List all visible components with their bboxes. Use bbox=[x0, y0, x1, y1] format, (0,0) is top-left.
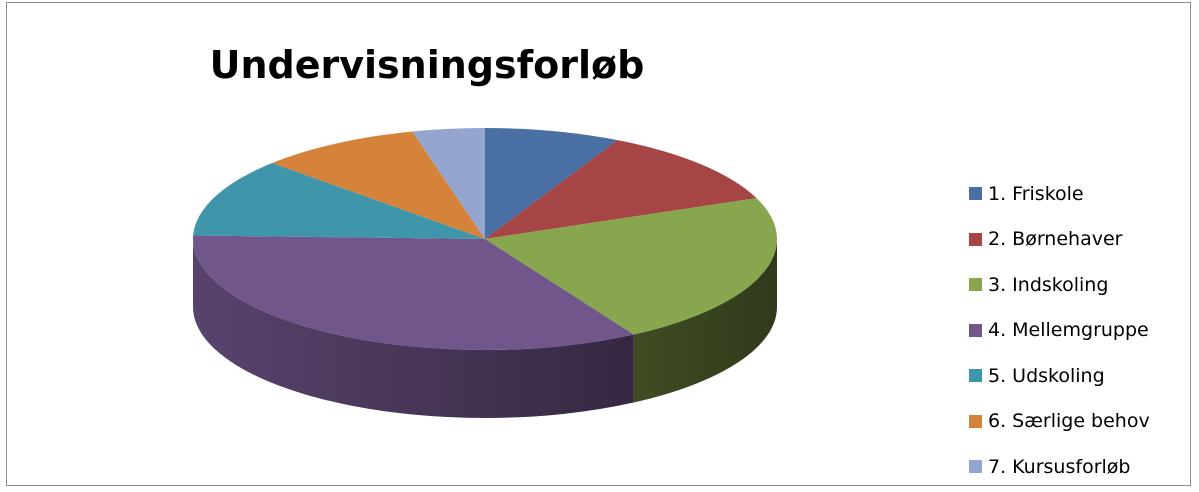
legend-swatch bbox=[969, 369, 982, 383]
legend-label: 7. Kursusforløb bbox=[988, 455, 1131, 478]
legend-item-mellemgruppe: 4. Mellemgruppe bbox=[969, 308, 1150, 354]
legend-swatch bbox=[969, 460, 982, 474]
chart-area: Undervisningsforløb 1. Friskole 2. Børneh… bbox=[6, 2, 1191, 486]
legend-label: 5. Udskoling bbox=[988, 364, 1105, 387]
pie-slice-særlige-behov bbox=[272, 131, 485, 239]
pie-slice-friskole bbox=[485, 128, 618, 239]
legend-swatch bbox=[969, 414, 982, 428]
legend-label: 6. Særlige behov bbox=[988, 410, 1150, 433]
pie-slice-kursusforløb bbox=[412, 128, 485, 239]
pie-slice-udskoling bbox=[193, 163, 485, 239]
legend-swatch bbox=[969, 187, 982, 201]
legend-swatch bbox=[969, 323, 982, 337]
legend-swatch bbox=[969, 278, 982, 292]
legend: 1. Friskole 2. Børnehaver 3. Indskoling 4. … bbox=[969, 171, 1150, 490]
chart-title: Undervisningsforløb bbox=[209, 43, 645, 87]
pie-slice-mellemgruppe bbox=[193, 235, 634, 350]
legend-item-friskole: 1. Friskole bbox=[969, 171, 1150, 217]
pie-side-indskoling bbox=[633, 239, 777, 403]
legend-swatch bbox=[969, 232, 982, 246]
legend-item-indskoling: 3. Indskoling bbox=[969, 262, 1150, 308]
legend-label: 1. Friskole bbox=[988, 182, 1084, 205]
legend-item-særlige-behov: 6. Særlige behov bbox=[969, 399, 1150, 445]
legend-item-kursusforløb: 7. Kursusforløb bbox=[969, 444, 1150, 490]
legend-item-udskoling: 5. Udskoling bbox=[969, 353, 1150, 399]
pie-chart bbox=[193, 128, 778, 418]
legend-item-børnehaver: 2. Børnehaver bbox=[969, 217, 1150, 263]
legend-label: 4. Mellemgruppe bbox=[988, 319, 1149, 342]
pie-side-mellemgruppe bbox=[193, 239, 634, 418]
legend-label: 3. Indskoling bbox=[988, 273, 1109, 296]
legend-label: 2. Børnehaver bbox=[988, 228, 1123, 251]
pie-slice-indskoling bbox=[485, 198, 778, 335]
pie-slice-børnehaver bbox=[485, 140, 757, 239]
